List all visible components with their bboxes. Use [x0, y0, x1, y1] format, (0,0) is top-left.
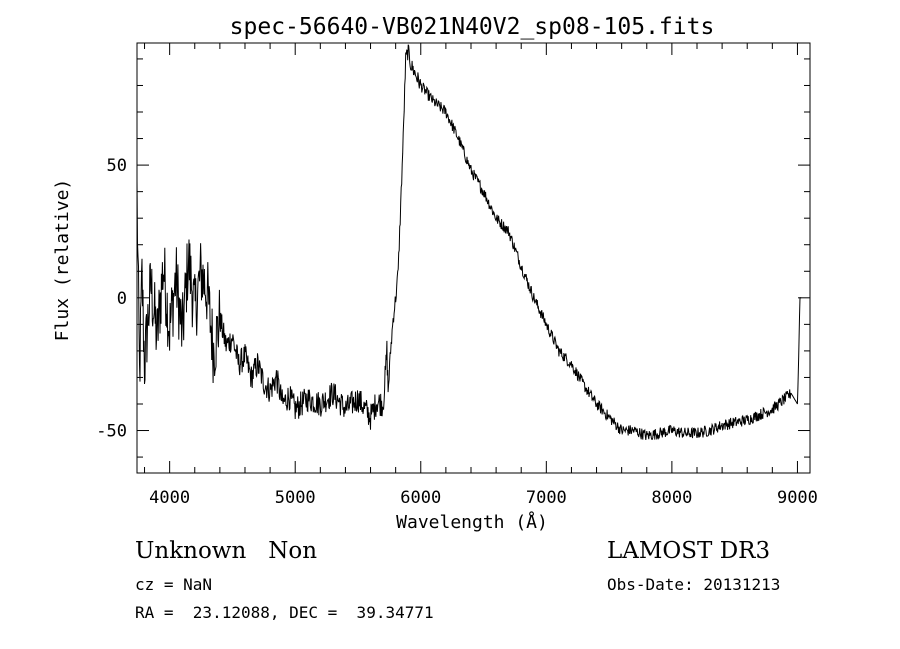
plot-frame	[136, 42, 811, 474]
chart-title: spec-56640-VB021N40V2_sp08-105.fits	[230, 14, 715, 40]
axis-tick-labels: 4000 5000 6000 7000 8000 9000 -50 0 50	[96, 156, 818, 508]
x-tick-label: 4000	[149, 488, 190, 508]
y-tick-label: 50	[107, 156, 127, 176]
x-tick-label: 8000	[651, 488, 692, 508]
x-tick-label: 5000	[275, 488, 316, 508]
x-tick-label: 6000	[400, 488, 441, 508]
series-layer	[137, 44, 802, 440]
spectrum-line	[137, 44, 802, 440]
x-axis-label: Wavelength (Å)	[396, 511, 548, 533]
axis-ticks	[137, 43, 810, 473]
plot-border	[136, 42, 811, 474]
y-axis-label: Flux (relative)	[52, 179, 73, 342]
object-class-label: Unknown Non	[135, 538, 318, 564]
coordinates-label: RA = 23.12088, DEC = 39.34771	[135, 603, 434, 622]
y-tick-label: -50	[96, 422, 127, 442]
obs-date-label: Obs-Date: 20131213	[607, 575, 781, 594]
x-tick-label: 9000	[777, 488, 818, 508]
redshift-label: cz = NaN	[135, 575, 213, 594]
x-tick-label: 7000	[526, 488, 567, 508]
survey-label: LAMOST DR3	[607, 538, 771, 564]
y-tick-label: 0	[117, 289, 127, 309]
